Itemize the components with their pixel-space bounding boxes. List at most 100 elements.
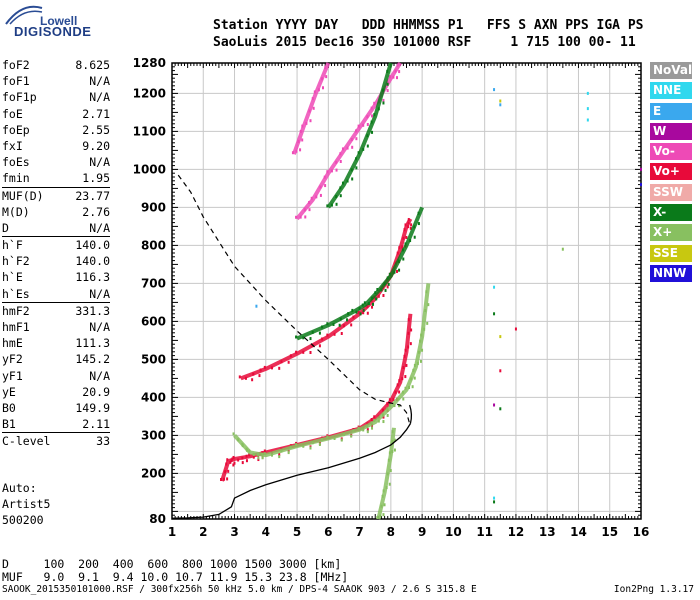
echo-point bbox=[401, 390, 404, 394]
echo-point bbox=[362, 308, 365, 312]
legend-item-x: X- bbox=[650, 204, 692, 222]
param-label: foEs bbox=[2, 155, 30, 170]
x-tick-label: 1 bbox=[168, 525, 176, 539]
legend-item-vo: Vo- bbox=[650, 143, 692, 161]
x-tick-label: 8 bbox=[387, 525, 395, 539]
echo-point bbox=[263, 365, 266, 369]
echo-point bbox=[308, 109, 311, 113]
echo-point bbox=[407, 221, 410, 225]
echo-point bbox=[371, 426, 374, 430]
echo-point bbox=[413, 376, 416, 380]
echo-point bbox=[295, 350, 298, 354]
echo-point bbox=[366, 428, 369, 432]
echo-point bbox=[370, 106, 373, 110]
echo-point bbox=[396, 251, 399, 255]
echo-point bbox=[351, 177, 354, 181]
echo-point bbox=[383, 282, 386, 286]
echo-point bbox=[402, 397, 405, 401]
param-value: 2.11 bbox=[82, 417, 110, 432]
logo-arc-icon bbox=[5, 5, 43, 25]
echo-point bbox=[386, 82, 389, 86]
echo-point bbox=[366, 424, 369, 428]
echo-point bbox=[377, 294, 380, 298]
echo-point bbox=[237, 438, 240, 442]
param-label: h`F2 bbox=[2, 254, 30, 269]
legend-item-sse: SSE bbox=[650, 244, 692, 262]
echo-point bbox=[402, 236, 405, 240]
echo-point bbox=[398, 390, 401, 394]
echo-point bbox=[410, 328, 413, 332]
param-value: 2.71 bbox=[82, 106, 110, 121]
echo-point bbox=[346, 318, 349, 322]
echo-point bbox=[252, 455, 255, 459]
echo-point bbox=[413, 364, 416, 367]
echo-point-e bbox=[499, 103, 502, 107]
legend-item-nne: NNE bbox=[650, 82, 692, 100]
echo-point bbox=[311, 97, 314, 101]
footer-file-info: SAOOK_2015350101000.RSF / 300fx256h 50 k… bbox=[2, 584, 477, 595]
echo-point bbox=[271, 366, 274, 370]
echo-point bbox=[287, 451, 290, 455]
echo-point bbox=[386, 285, 389, 289]
echo-point bbox=[375, 297, 378, 301]
param-row-foep: foEp 2.55 bbox=[2, 122, 110, 138]
param-row-fof1p: foF1p N/A bbox=[2, 89, 110, 105]
echo-point bbox=[398, 379, 401, 383]
echo-point bbox=[252, 452, 255, 456]
param-row-fxi: fxI 9.20 bbox=[2, 138, 110, 154]
echo-point bbox=[245, 447, 248, 451]
echo-point bbox=[355, 137, 358, 141]
y-tick-label: 1200 bbox=[133, 86, 166, 100]
echo-point bbox=[355, 310, 358, 314]
echo-point bbox=[413, 225, 416, 229]
param-row-md: M(D) 2.76 bbox=[2, 204, 110, 220]
echo-point bbox=[295, 443, 298, 447]
echo-point bbox=[333, 436, 336, 440]
param-label: yE bbox=[2, 384, 16, 399]
echo-point bbox=[231, 457, 234, 461]
echo-point-vo bbox=[514, 327, 517, 331]
param-row-fmin: fmin 1.95 bbox=[2, 170, 110, 186]
param-label: C-level bbox=[2, 434, 51, 449]
echo-point bbox=[257, 456, 260, 460]
echo-point bbox=[321, 337, 324, 341]
echo-point bbox=[387, 458, 390, 462]
echo-point bbox=[388, 403, 391, 407]
echo-point bbox=[393, 404, 396, 408]
echo-point bbox=[354, 157, 357, 161]
plot-frame bbox=[171, 62, 642, 520]
echo-point-w bbox=[493, 403, 496, 407]
x-tick-label: 2 bbox=[199, 525, 207, 539]
echo-point-x bbox=[499, 407, 502, 411]
echo-point bbox=[409, 226, 412, 230]
echo-point bbox=[427, 303, 430, 307]
echo-point bbox=[401, 377, 404, 381]
echo-point bbox=[287, 360, 290, 364]
echo-point bbox=[245, 454, 248, 458]
echo-point bbox=[376, 288, 379, 291]
echo-point bbox=[370, 418, 373, 422]
echo-point bbox=[354, 129, 357, 133]
param-value: N/A bbox=[89, 90, 110, 105]
echo-point bbox=[271, 453, 274, 457]
echo-point bbox=[233, 461, 236, 465]
echo-point bbox=[404, 223, 407, 227]
echo-point bbox=[416, 361, 419, 365]
echo-point bbox=[386, 276, 389, 280]
echo-point bbox=[373, 113, 376, 117]
param-label: M(D) bbox=[2, 204, 30, 219]
echo-point bbox=[321, 325, 324, 329]
echo-point bbox=[342, 324, 345, 328]
echo-point bbox=[412, 368, 415, 372]
param-value: 111.3 bbox=[75, 336, 110, 351]
legend-item-w: W bbox=[650, 122, 692, 140]
echo-point bbox=[346, 179, 349, 183]
echo-point bbox=[335, 160, 338, 164]
echo-point bbox=[330, 203, 333, 207]
echo-point bbox=[313, 90, 316, 94]
echo-point bbox=[404, 348, 407, 352]
echo-point bbox=[401, 245, 404, 249]
echo-point bbox=[393, 448, 396, 452]
echo-point bbox=[394, 69, 397, 73]
echo-point bbox=[303, 208, 306, 212]
